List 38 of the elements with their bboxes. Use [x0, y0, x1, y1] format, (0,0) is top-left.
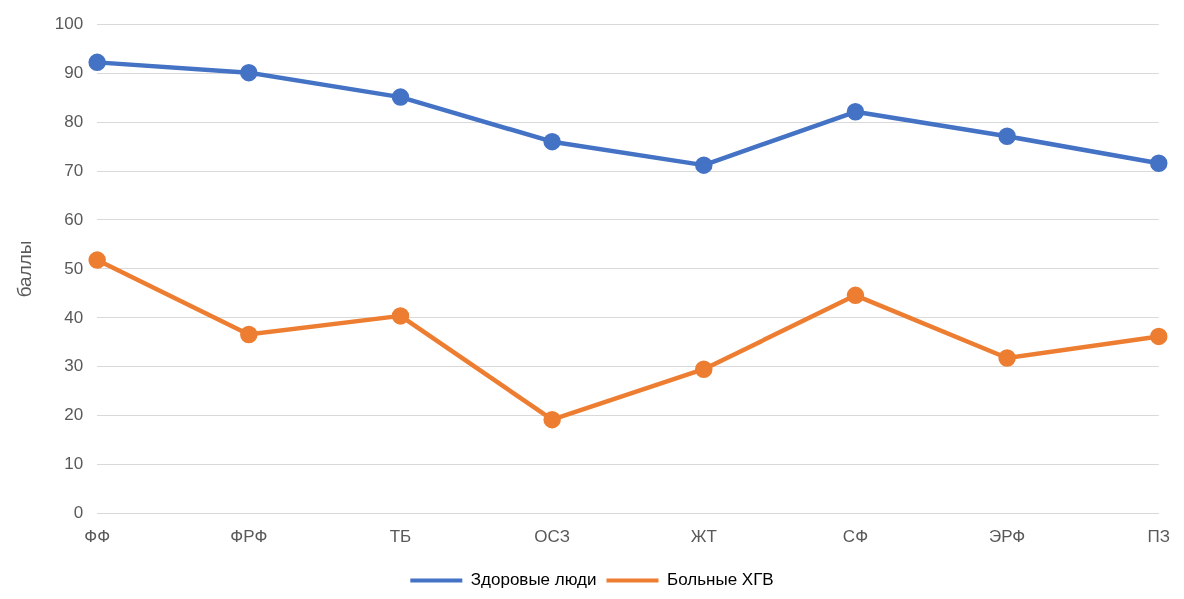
- y-axis-title: баллы: [13, 240, 35, 298]
- x-tick-label: ОСЗ: [534, 527, 570, 547]
- y-tick-label: 100: [54, 13, 84, 33]
- point: [998, 349, 1016, 367]
- legend-label: Больные ХГВ: [667, 570, 774, 590]
- y-tick-label: 70: [64, 160, 84, 180]
- x-tick-label: ТБ: [389, 527, 412, 547]
- point: [846, 103, 865, 121]
- point: [1150, 154, 1168, 172]
- point: [846, 286, 865, 305]
- y-tick-label: 20: [64, 405, 84, 425]
- x-tick-label: ЭРФ: [988, 527, 1026, 547]
- x-tick-label: ЖТ: [690, 527, 717, 547]
- point: [391, 88, 410, 106]
- point: [543, 410, 561, 429]
- legend-label: Здоровые люди: [470, 570, 597, 590]
- y-tick-label: 80: [64, 111, 84, 131]
- y-tick-label: 40: [64, 307, 84, 327]
- point: [1150, 327, 1168, 346]
- y-tick-label: 30: [64, 356, 84, 376]
- y-tick-label: 90: [64, 62, 84, 82]
- point: [391, 307, 410, 325]
- point: [695, 360, 713, 378]
- point: [88, 251, 106, 269]
- y-tick-label: 50: [64, 258, 84, 278]
- x-tick-label: ПЗ: [1147, 527, 1171, 547]
- point: [695, 156, 713, 174]
- point: [88, 53, 106, 72]
- point: [240, 325, 258, 344]
- x-tick-label: ФФ: [84, 527, 111, 547]
- y-tick-label: 0: [73, 503, 84, 523]
- point: [543, 132, 561, 151]
- point: [998, 127, 1016, 146]
- point: [240, 63, 258, 82]
- x-tick-label: ФРФ: [230, 527, 268, 547]
- y-tick-label: 10: [64, 454, 84, 474]
- y-tick-label: 60: [64, 209, 84, 229]
- x-tick-label: СФ: [842, 527, 869, 547]
